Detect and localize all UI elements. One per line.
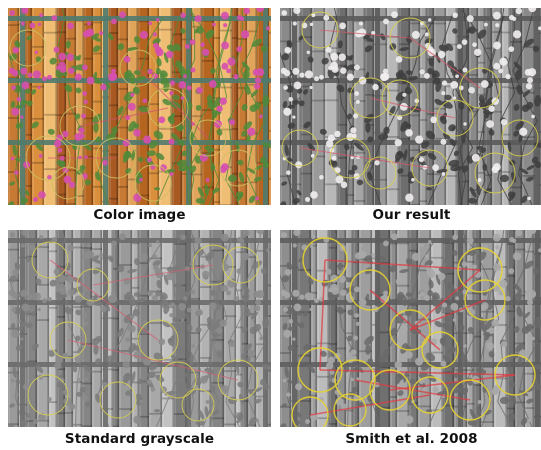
ours-photo (280, 8, 541, 205)
color-photo (8, 8, 271, 205)
standard-grayscale-caption: Standard grayscale (64, 431, 215, 447)
our-result-caption: Our result (372, 207, 451, 223)
color-image-panel (8, 8, 271, 205)
standard-photo (8, 230, 271, 427)
smith-photo (280, 230, 541, 427)
smith-2008-panel (280, 230, 541, 427)
color-image-caption: Color image (93, 207, 186, 223)
our-result-panel (280, 8, 541, 205)
smith-2008-caption: Smith et al. 2008 (345, 431, 478, 447)
standard-grayscale-panel (8, 230, 271, 427)
